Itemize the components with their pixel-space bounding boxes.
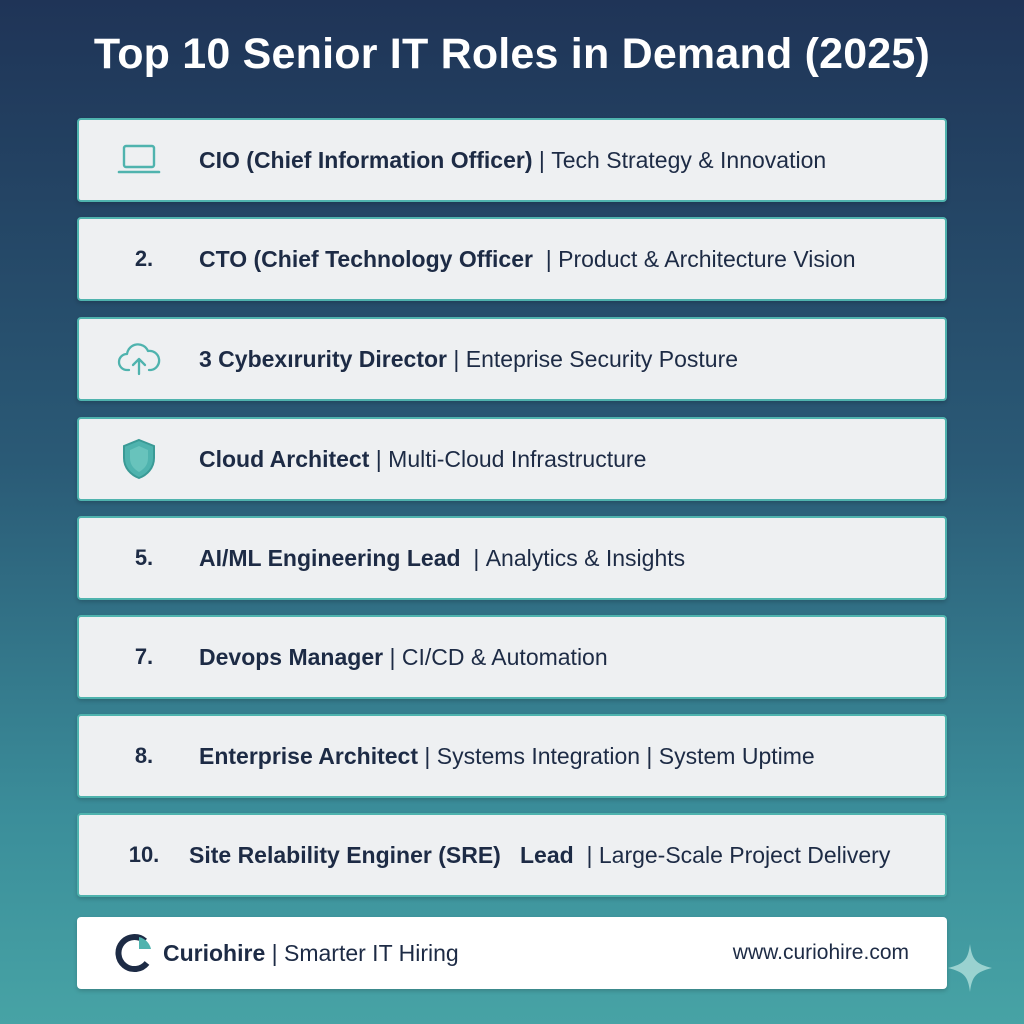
footer-bar: Curiohire | Smarter IT Hiring www.curioh… xyxy=(77,917,947,989)
role-row-sre-lead: 10. Site Relability Enginer (SRE) Lead |… xyxy=(77,813,947,897)
role-text: Site Relability Enginer (SRE) Lead | Lar… xyxy=(189,815,925,895)
brand-tagline: Smarter IT Hiring xyxy=(284,939,459,966)
role-description: Systems Integration | System Uptime xyxy=(436,742,815,769)
brand-separator: | xyxy=(265,939,284,966)
role-separator: | xyxy=(573,841,599,868)
role-text: Devops Manager | CI/CD & Automation xyxy=(199,617,925,697)
role-number: 10. xyxy=(128,842,160,867)
role-name: CTO (Chief Technology Officer xyxy=(199,245,533,272)
role-description: Product & Architecture Vision xyxy=(558,245,856,272)
role-number: 5. xyxy=(134,545,154,570)
role-name: Devops Manager xyxy=(199,643,384,670)
role-description: CI/CD & Automation xyxy=(401,643,608,670)
role-name: AI/ML Engineering Lead xyxy=(199,544,461,571)
role-description: Tech Strategy & Innovation xyxy=(551,146,827,173)
curiohire-logo-icon xyxy=(115,933,155,973)
role-row-cloud-architect: Cloud Architect | Multi-Cloud Infrastruc… xyxy=(77,417,947,501)
role-text: CIO (Chief Information Officer) | Tech S… xyxy=(199,120,925,200)
role-number: 2. xyxy=(134,246,154,271)
role-separator: | xyxy=(446,345,466,372)
brand-name: Curiohire xyxy=(163,939,266,966)
role-description: Analytics & Insights xyxy=(485,544,686,571)
role-text: Enterprise Architect | Systems Integrati… xyxy=(199,716,925,796)
cloud-upload-icon xyxy=(111,319,167,399)
role-name: 3 Cybexırurity Director xyxy=(199,345,447,372)
role-row-cio: CIO (Chief Information Officer) | Tech S… xyxy=(77,118,947,202)
brand-block: Curiohire | Smarter IT Hiring xyxy=(163,917,459,989)
role-separator: | xyxy=(532,146,552,173)
website-link[interactable]: www.curiohire.com xyxy=(732,941,909,964)
role-name: CIO (Chief Information Officer) xyxy=(199,146,533,173)
sparkle-icon xyxy=(946,942,994,994)
role-row-enterprise-architect: 8. Enterprise Architect | Systems Integr… xyxy=(77,714,947,798)
role-name: Cloud Architect xyxy=(199,445,370,472)
role-separator: | xyxy=(532,245,559,272)
role-name: Site Relability Enginer (SRE) Lead xyxy=(189,841,574,868)
role-separator: | xyxy=(369,445,389,472)
role-description: Multi-Cloud Infrastructure xyxy=(388,445,647,472)
role-text: CTO (Chief Technology Officer | Product … xyxy=(199,219,925,299)
laptop-icon xyxy=(111,120,167,200)
role-separator: | xyxy=(383,643,402,670)
role-number: 7. xyxy=(134,644,154,669)
shield-icon xyxy=(111,419,167,499)
role-row-cto: 2. CTO (Chief Technology Officer | Produ… xyxy=(77,217,947,301)
role-separator: | xyxy=(460,544,486,571)
role-row-ai-ml-lead: 5. AI/ML Engineering Lead | Analytics & … xyxy=(77,516,947,600)
role-text: Cloud Architect | Multi-Cloud Infrastruc… xyxy=(199,419,925,499)
role-number: 8. xyxy=(134,743,154,768)
role-name: Enterprise Architect xyxy=(199,742,418,769)
role-description: Enteprise Security Posture xyxy=(465,345,739,372)
role-separator: | xyxy=(418,742,437,769)
role-row-cybersecurity: 3 Cybexırurity Director | Enteprise Secu… xyxy=(77,317,947,401)
role-text: AI/ML Engineering Lead | Analytics & Ins… xyxy=(199,518,925,598)
role-description: Large-Scale Project Delivery xyxy=(598,841,891,868)
role-row-devops-manager: 7. Devops Manager | CI/CD & Automation xyxy=(77,615,947,699)
role-text: 3 Cybexırurity Director | Enteprise Secu… xyxy=(199,319,925,399)
page-title: Top 10 Senior IT Roles in Demand (2025) xyxy=(93,30,931,78)
